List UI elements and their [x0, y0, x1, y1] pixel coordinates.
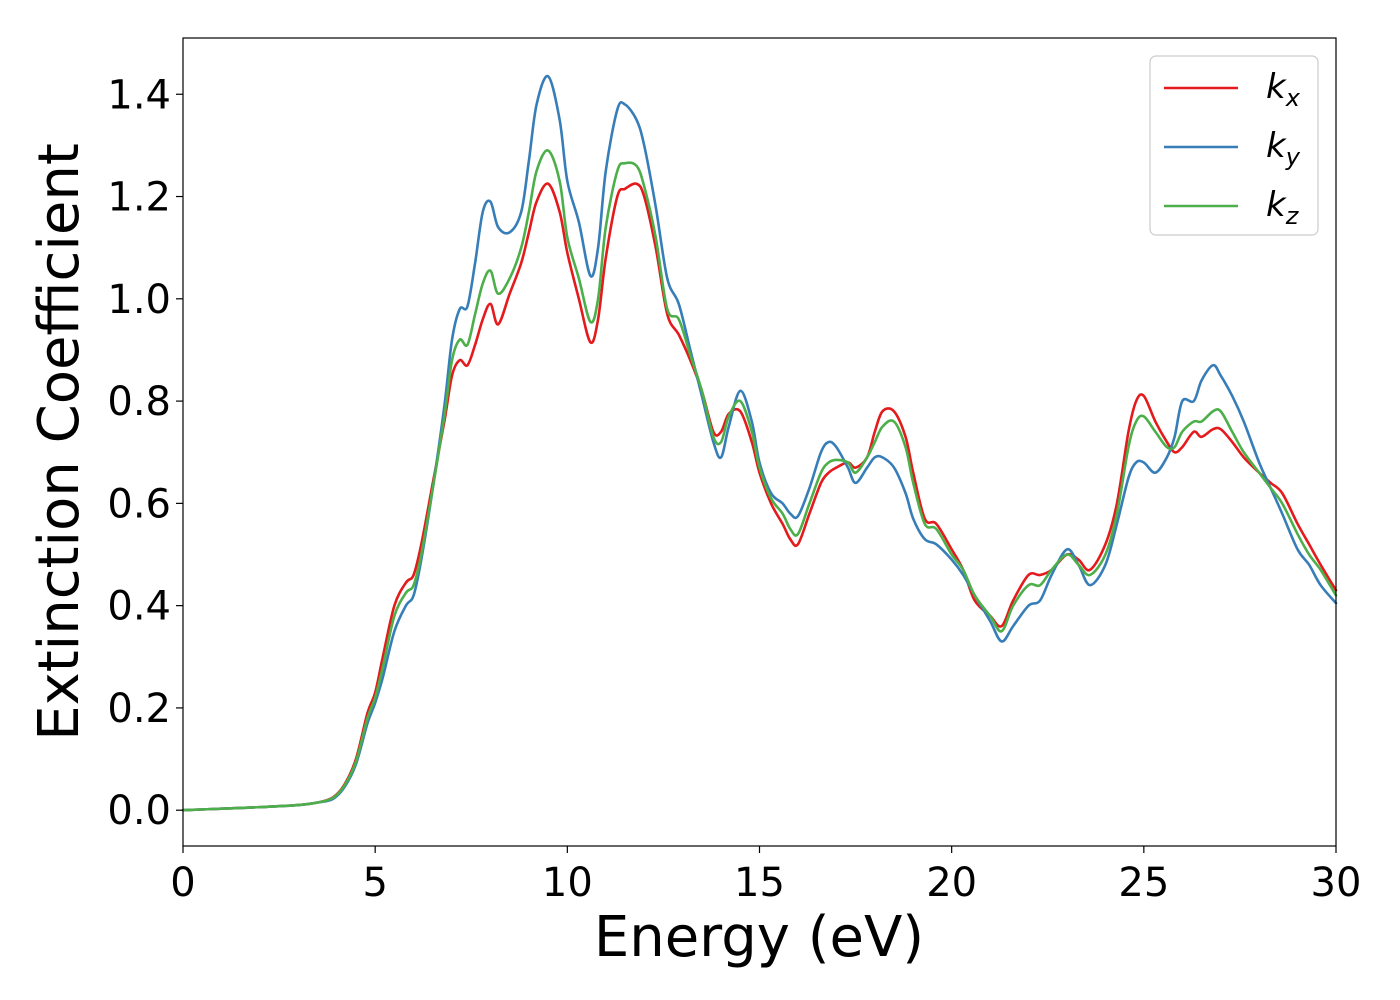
plot-background	[183, 38, 1336, 846]
y-tick-label: 0.0	[107, 788, 171, 834]
x-tick-label: 25	[1118, 860, 1169, 906]
x-tick-label: 10	[542, 860, 593, 906]
series-line-ky	[181, 74, 1338, 812]
legend-box	[1149, 55, 1319, 236]
y-tick-label: 0.8	[107, 379, 171, 425]
series-line-kz	[181, 149, 1338, 812]
y-tick-label: 1.4	[107, 72, 171, 118]
legend-label-ky: ky	[1266, 126, 1301, 171]
legend-label-kz: kz	[1266, 185, 1300, 230]
x-axis-title: Energy (eV)	[594, 905, 924, 970]
y-tick-label: 1.2	[107, 175, 171, 221]
x-tick-label: 30	[1311, 860, 1362, 906]
y-tick-label: 0.4	[107, 584, 171, 630]
legend-label-kx: kx	[1266, 67, 1301, 112]
y-tick-label: 1.0	[107, 277, 171, 323]
x-tick-label: 20	[926, 860, 977, 906]
series-layer	[181, 74, 1338, 812]
y-tick-label: 0.6	[107, 481, 171, 527]
y-axis-title: Extinction Coefficient	[27, 143, 92, 741]
x-tick-label: 0	[170, 860, 195, 906]
x-tick-label: 15	[734, 860, 785, 906]
y-axis: 0.0 0.2 0.4 0.6 0.8 1.0 1.2 1.4	[107, 72, 183, 834]
x-tick-label: 5	[362, 860, 387, 906]
series-line-kx	[181, 182, 1338, 812]
x-axis: 0 5 10 15 20 25 30	[170, 846, 1361, 906]
y-tick-label: 0.2	[107, 686, 171, 732]
legend: kx ky kz	[1149, 55, 1319, 236]
